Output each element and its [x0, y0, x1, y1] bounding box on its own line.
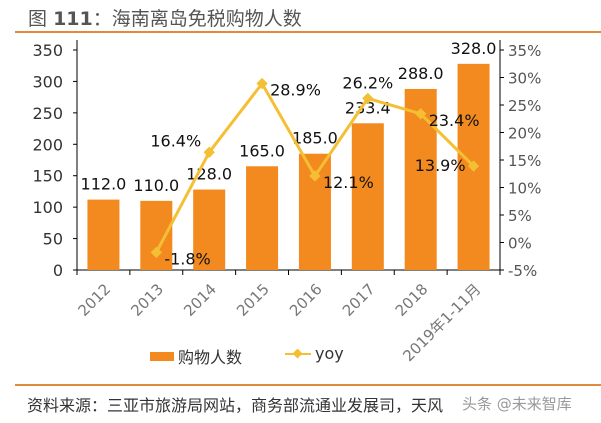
right-tick-label: 5% [508, 207, 532, 225]
x-tick-label: 2013 [127, 280, 167, 320]
top-rule [15, 31, 601, 33]
title-text: ：海南离岛免税购物人数 [92, 8, 302, 30]
yoy-label: 16.4% [150, 131, 201, 150]
right-tick-label: 25% [508, 97, 541, 115]
bar [87, 199, 120, 270]
legend-bar: 购物人数 [150, 344, 242, 368]
left-tick-label: 50 [43, 230, 63, 249]
yoy-label: 26.2% [342, 73, 393, 92]
right-tick-label: 20% [508, 125, 541, 143]
x-tick-label: 2016 [286, 280, 326, 320]
legend-line-label: yoy [315, 344, 344, 363]
yoy-label: 28.9% [270, 81, 321, 100]
left-tick-label: 200 [32, 135, 63, 154]
x-tick-label: 2017 [339, 280, 379, 320]
title-prefix: 图 [28, 8, 48, 30]
right-tick-label: 30% [508, 70, 541, 88]
left-tick-label: 250 [32, 104, 63, 123]
x-tick-label: 2012 [75, 280, 115, 320]
legend-line-swatch [285, 348, 311, 358]
right-tick-label: 15% [508, 152, 541, 170]
figure-title: 图 111：海南离岛免税购物人数 [28, 4, 302, 31]
x-tick-label: 2015 [233, 280, 273, 320]
x-tick-label: 2018 [392, 280, 432, 320]
left-tick-label: 150 [32, 167, 63, 186]
yoy-point [203, 146, 215, 158]
source-note: 资料来源：三亚市旅游局网站，商务部流通业发展司，天风 [27, 396, 444, 415]
left-tick-label: 100 [32, 198, 63, 217]
bar-label: 128.0 [186, 165, 232, 184]
x-tick-label: 2014 [180, 280, 220, 320]
left-tick-label: 300 [32, 72, 63, 91]
left-tick-label: 350 [32, 41, 63, 60]
watermark: 头条 @未来智库 [462, 395, 572, 413]
bar-label: 328.0 [451, 39, 497, 58]
legend-line: yoy [285, 344, 344, 363]
yoy-label: 12.1% [323, 173, 374, 192]
bar-label: 112.0 [81, 175, 127, 194]
right-tick-label: 35% [508, 42, 541, 60]
bar [193, 189, 226, 270]
right-tick-label: -5% [508, 262, 537, 280]
bar-label: 185.0 [292, 129, 338, 148]
bar-label: 110.0 [133, 176, 179, 195]
yoy-label: 23.4% [429, 111, 480, 130]
right-tick-label: 0% [508, 235, 532, 253]
yoy-label: -1.8% [164, 249, 210, 268]
right-tick-label: 10% [508, 180, 541, 198]
left-tick-label: 0 [53, 261, 63, 280]
title-number: 111 [53, 8, 93, 30]
bar [140, 200, 173, 270]
legend-bar-swatch [150, 351, 174, 361]
yoy-point [467, 160, 480, 172]
yoy-point [150, 246, 162, 259]
yoy-label: 13.9% [415, 156, 466, 175]
legend-bar-label: 购物人数 [178, 348, 243, 367]
bar [351, 123, 384, 270]
bar [246, 166, 279, 270]
bottom-rule [15, 384, 601, 386]
bar-label: 288.0 [398, 64, 444, 83]
bar-label: 165.0 [239, 141, 285, 160]
yoy-point [309, 170, 321, 182]
